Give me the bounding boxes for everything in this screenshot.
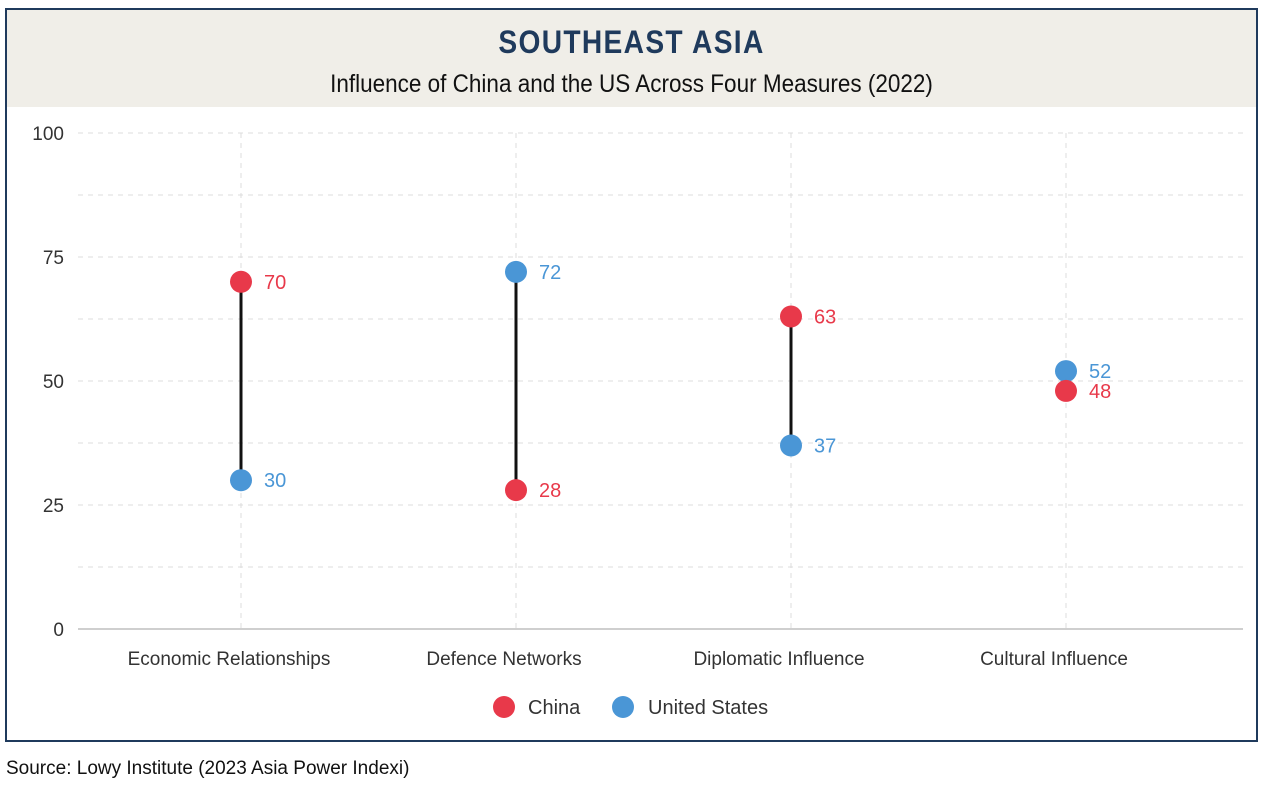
- legend-us-marker: [612, 696, 634, 718]
- y-tick-label: 25: [43, 496, 64, 517]
- y-tick-label: 75: [43, 248, 64, 269]
- china-point: [230, 270, 252, 293]
- china-data-label: 70: [264, 272, 286, 294]
- china-point: [780, 305, 802, 328]
- x-category-label: Economic Relationships: [128, 649, 331, 670]
- legend-china-label: China: [528, 697, 581, 719]
- us-point: [230, 469, 252, 492]
- us-data-label: 30: [264, 470, 286, 492]
- us-data-label: 52: [1089, 361, 1111, 383]
- y-tick-label: 100: [32, 124, 64, 145]
- chart-frame: SOUTHEAST ASIA Influence of China and th…: [5, 8, 1258, 742]
- us-data-label: 37: [814, 435, 836, 457]
- china-data-label: 28: [539, 480, 561, 502]
- china-point: [505, 479, 527, 502]
- legend-us-label: United States: [648, 697, 768, 719]
- x-category-label: Defence Networks: [426, 649, 581, 670]
- chart-title: SOUTHEAST ASIA: [498, 24, 765, 60]
- china-point: [1055, 379, 1077, 402]
- us-point: [780, 434, 802, 457]
- legend-china-marker: [493, 696, 515, 718]
- us-point: [505, 260, 527, 283]
- y-tick-label: 50: [43, 372, 64, 393]
- chart-header: SOUTHEAST ASIA Influence of China and th…: [7, 10, 1256, 107]
- x-category-label: Cultural Influence: [980, 649, 1128, 670]
- china-data-label: 63: [814, 307, 836, 329]
- source-note: Source: Lowy Institute (2023 Asia Power …: [6, 758, 410, 779]
- us-data-label: 72: [539, 262, 561, 284]
- chart-subtitle: Influence of China and the US Across Fou…: [330, 70, 933, 98]
- x-category-label: Diplomatic Influence: [693, 649, 864, 670]
- china-data-label: 48: [1089, 381, 1111, 403]
- us-point: [1055, 360, 1077, 383]
- y-tick-label: 0: [53, 620, 64, 641]
